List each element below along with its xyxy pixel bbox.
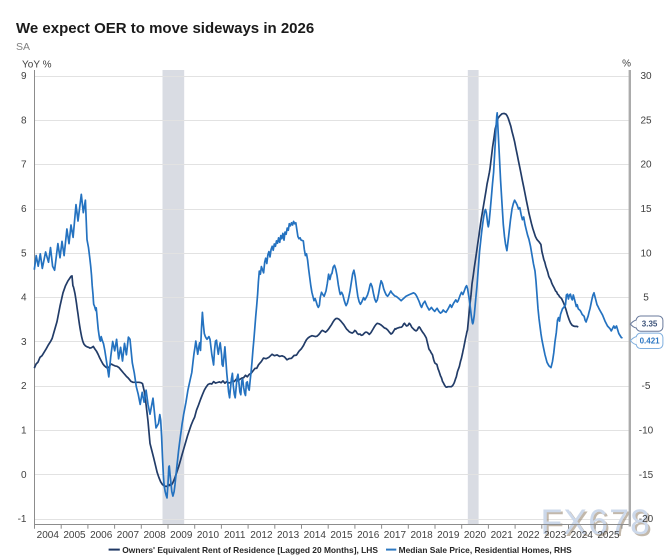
svg-text:-10: -10 (639, 426, 654, 437)
svg-text:-1: -1 (18, 514, 27, 525)
svg-text:0: 0 (21, 470, 27, 481)
svg-text:15: 15 (640, 204, 652, 215)
svg-text:3.35: 3.35 (642, 320, 658, 329)
svg-text:2014: 2014 (304, 530, 327, 541)
svg-text:5: 5 (643, 293, 649, 304)
svg-text:4: 4 (21, 293, 27, 304)
svg-text:20: 20 (640, 160, 652, 171)
svg-text:9: 9 (21, 71, 27, 82)
svg-text:5: 5 (21, 248, 27, 259)
svg-text:YoY %: YoY % (22, 60, 52, 71)
svg-text:2011: 2011 (224, 530, 246, 541)
svg-text:8: 8 (21, 115, 27, 126)
svg-text:2020: 2020 (464, 530, 487, 541)
svg-text:0.421: 0.421 (640, 337, 661, 346)
svg-text:%: % (622, 59, 631, 70)
svg-text:2025: 2025 (597, 530, 620, 541)
svg-text:2: 2 (21, 381, 27, 392)
svg-text:2022: 2022 (517, 530, 540, 541)
svg-text:2010: 2010 (197, 530, 220, 541)
svg-text:2015: 2015 (330, 530, 353, 541)
svg-text:1: 1 (21, 426, 27, 437)
svg-text:25: 25 (640, 115, 652, 126)
svg-text:2013: 2013 (277, 530, 300, 541)
svg-text:Owners' Equivalent Rent of Res: Owners' Equivalent Rent of Residence [La… (122, 545, 378, 555)
svg-text:2007: 2007 (117, 530, 140, 541)
svg-text:6: 6 (21, 204, 27, 215)
svg-text:7: 7 (21, 160, 27, 171)
svg-text:2024: 2024 (571, 530, 594, 541)
svg-text:2019: 2019 (437, 530, 460, 541)
svg-text:2008: 2008 (143, 530, 166, 541)
svg-text:2021: 2021 (491, 530, 514, 541)
svg-text:2016: 2016 (357, 530, 380, 541)
svg-text:2012: 2012 (250, 530, 273, 541)
svg-text:10: 10 (640, 248, 652, 259)
svg-text:2009: 2009 (170, 530, 193, 541)
svg-text:-20: -20 (639, 514, 654, 525)
svg-text:3: 3 (21, 337, 27, 348)
svg-text:2006: 2006 (90, 530, 113, 541)
svg-text:2018: 2018 (410, 530, 433, 541)
svg-text:Median Sale Price, Residential: Median Sale Price, Residential Homes, RH… (399, 545, 573, 555)
svg-text:-15: -15 (639, 470, 654, 481)
svg-text:2017: 2017 (384, 530, 407, 541)
svg-text:2005: 2005 (63, 530, 86, 541)
svg-text:-5: -5 (642, 381, 651, 392)
svg-text:FX678: FX678 (541, 502, 652, 542)
svg-text:2004: 2004 (37, 530, 60, 541)
svg-text:2023: 2023 (544, 530, 567, 541)
svg-text:30: 30 (640, 71, 652, 82)
